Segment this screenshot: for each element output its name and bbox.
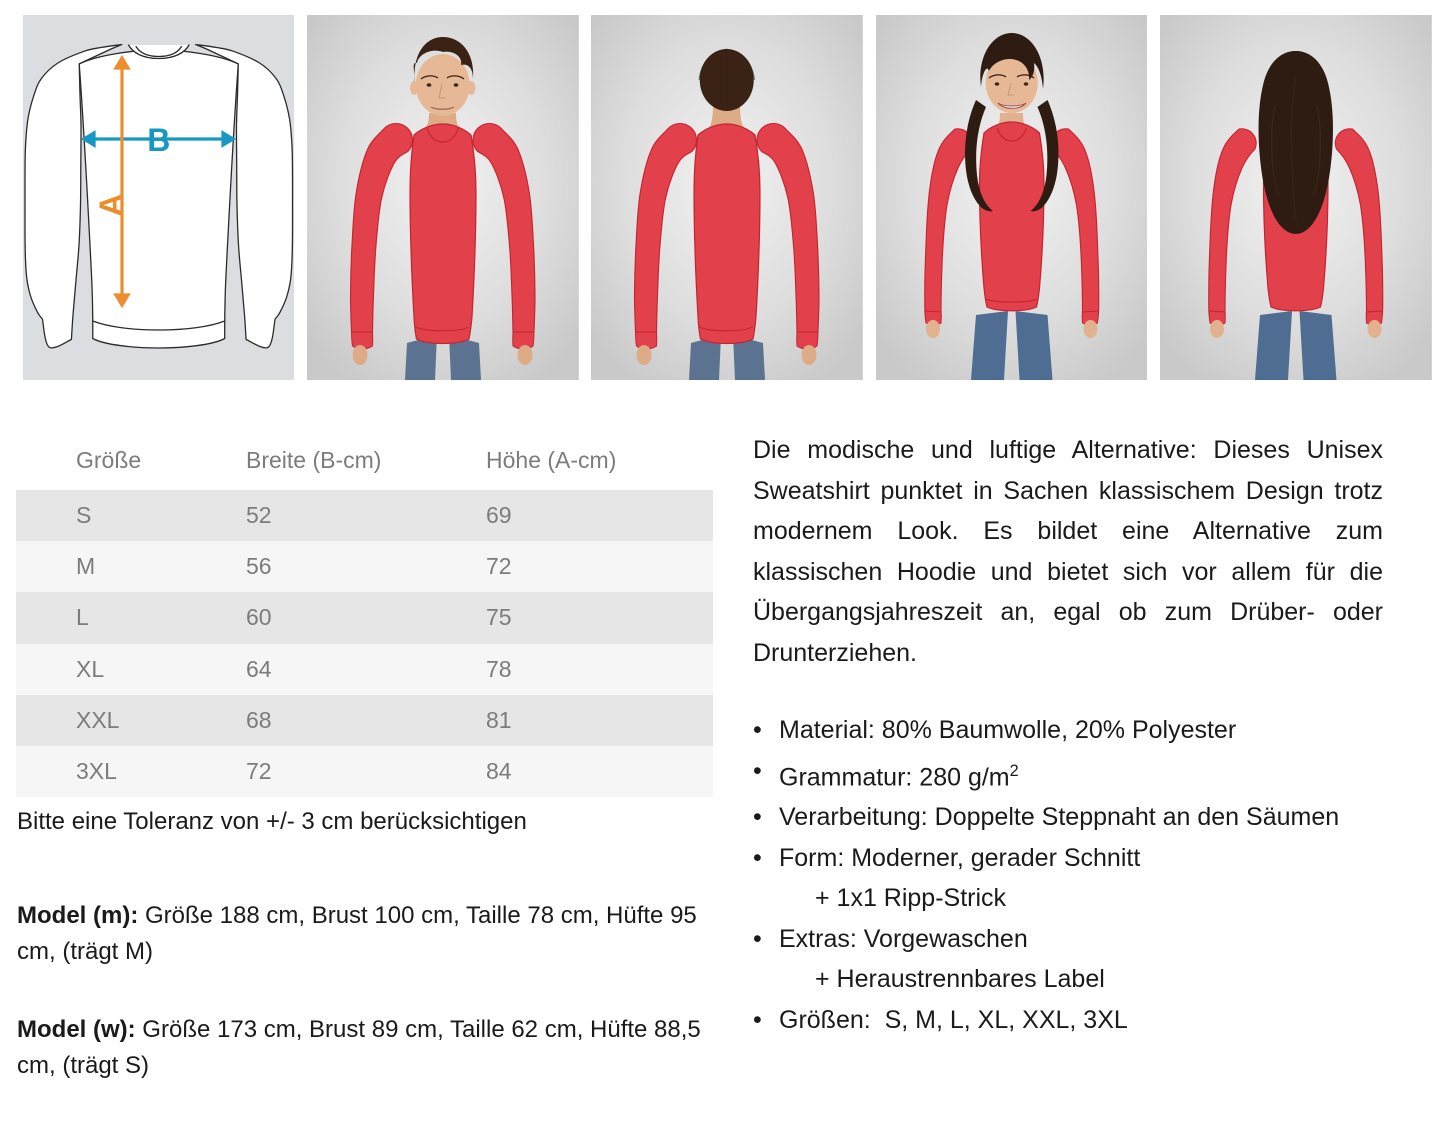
svg-text:A: A	[93, 193, 129, 216]
svg-text:B: B	[147, 122, 170, 158]
